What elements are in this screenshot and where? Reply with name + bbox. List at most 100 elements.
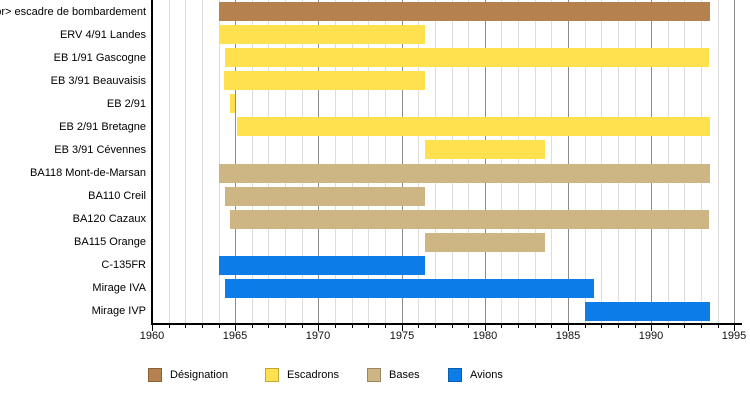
x-tick (635, 325, 636, 328)
x-tick (435, 325, 436, 328)
x-tick (551, 325, 552, 328)
gridline-major (235, 0, 236, 323)
timeline-bar (219, 164, 710, 183)
x-tick (668, 325, 669, 328)
x-tick-label: 1970 (305, 330, 331, 342)
x-tick (368, 325, 369, 328)
x-tick (485, 325, 486, 331)
gridline-minor (335, 0, 336, 323)
x-tick (468, 325, 469, 328)
x-tick (152, 325, 153, 331)
x-tick (518, 325, 519, 328)
x-tick (718, 325, 719, 328)
timeline-bar (219, 256, 425, 275)
timeline-bar (219, 2, 710, 21)
x-tick (352, 325, 353, 328)
gridline-minor (302, 0, 303, 323)
legend-swatch (448, 368, 462, 382)
row-label: BA115 Orange (74, 236, 146, 248)
legend-swatch (367, 368, 381, 382)
x-tick (202, 325, 203, 328)
row-label: EB 2/91 Bretagne (59, 121, 146, 133)
row-label: br> escadre de bombardement (0, 6, 146, 18)
x-tick (684, 325, 685, 328)
x-axis-line (151, 323, 742, 325)
x-tick (535, 325, 536, 328)
legend-label: Escadrons (287, 369, 339, 381)
legend-label: Bases (389, 369, 420, 381)
gridline-minor (618, 0, 619, 323)
x-tick (734, 325, 735, 331)
row-label: Mirage IVP (91, 305, 146, 317)
gridline-minor (635, 0, 636, 323)
row-label: EB 2/91 (106, 98, 146, 110)
legend-label: Avions (470, 369, 503, 381)
gridline-major (402, 0, 403, 323)
gridline-minor (385, 0, 386, 323)
x-tick-label: 1990 (638, 330, 664, 342)
gridline-minor (684, 0, 685, 323)
timeline-bar (237, 117, 710, 136)
gridline-minor (468, 0, 469, 323)
y-axis-spine (151, 0, 153, 323)
x-tick (335, 325, 336, 328)
x-tick (452, 325, 453, 328)
gridline-minor (701, 0, 702, 323)
timeline-bar (230, 94, 235, 113)
x-tick (402, 325, 403, 331)
x-tick (501, 325, 502, 328)
row-label: EB 3/91 Beauvaisis (50, 75, 146, 87)
timeline-bar (425, 233, 545, 252)
x-tick (568, 325, 569, 331)
x-tick (302, 325, 303, 328)
gridline-minor (202, 0, 203, 323)
gridline-minor (268, 0, 269, 323)
gridline-major (651, 0, 652, 323)
x-tick-label: 1965 (222, 330, 248, 342)
x-tick (235, 325, 236, 331)
timeline-bar (585, 302, 710, 321)
legend-swatch (265, 368, 279, 382)
x-tick (585, 325, 586, 328)
x-tick (169, 325, 170, 328)
gridline-major (318, 0, 319, 323)
x-tick (701, 325, 702, 328)
timeline-bar (219, 25, 425, 44)
timeline-bar (225, 48, 709, 67)
x-tick (651, 325, 652, 331)
x-tick-label: 1960 (139, 330, 165, 342)
x-tick (618, 325, 619, 328)
gridline-minor (285, 0, 286, 323)
timeline-bar (425, 140, 545, 159)
timeline-bar (224, 71, 425, 90)
timeline-bar (225, 187, 425, 206)
row-label: C-135FR (101, 259, 146, 271)
gridline-minor (585, 0, 586, 323)
gridline-minor (252, 0, 253, 323)
gridline-minor (501, 0, 502, 323)
gridline-minor (668, 0, 669, 323)
x-tick (601, 325, 602, 328)
row-label: ERV 4/91 Landes (59, 29, 146, 41)
gridline-major (485, 0, 486, 323)
gridline-minor (452, 0, 453, 323)
row-label: BA110 Creil (88, 190, 146, 202)
timeline-bar (230, 210, 709, 229)
row-label: EB 1/91 Gascogne (53, 52, 146, 64)
row-label: EB 3/91 Cévennes (54, 144, 146, 156)
gridline-major (568, 0, 569, 323)
timeline-bar (225, 279, 594, 298)
x-tick (219, 325, 220, 328)
gridline-major (734, 0, 735, 323)
gridline-minor (518, 0, 519, 323)
x-tick (318, 325, 319, 331)
x-tick (185, 325, 186, 328)
gridline-minor (601, 0, 602, 323)
x-tick (268, 325, 269, 328)
gridline-minor (185, 0, 186, 323)
x-tick-label: 1975 (389, 330, 415, 342)
gridline-minor (169, 0, 170, 323)
x-tick (285, 325, 286, 328)
gridline-minor (368, 0, 369, 323)
